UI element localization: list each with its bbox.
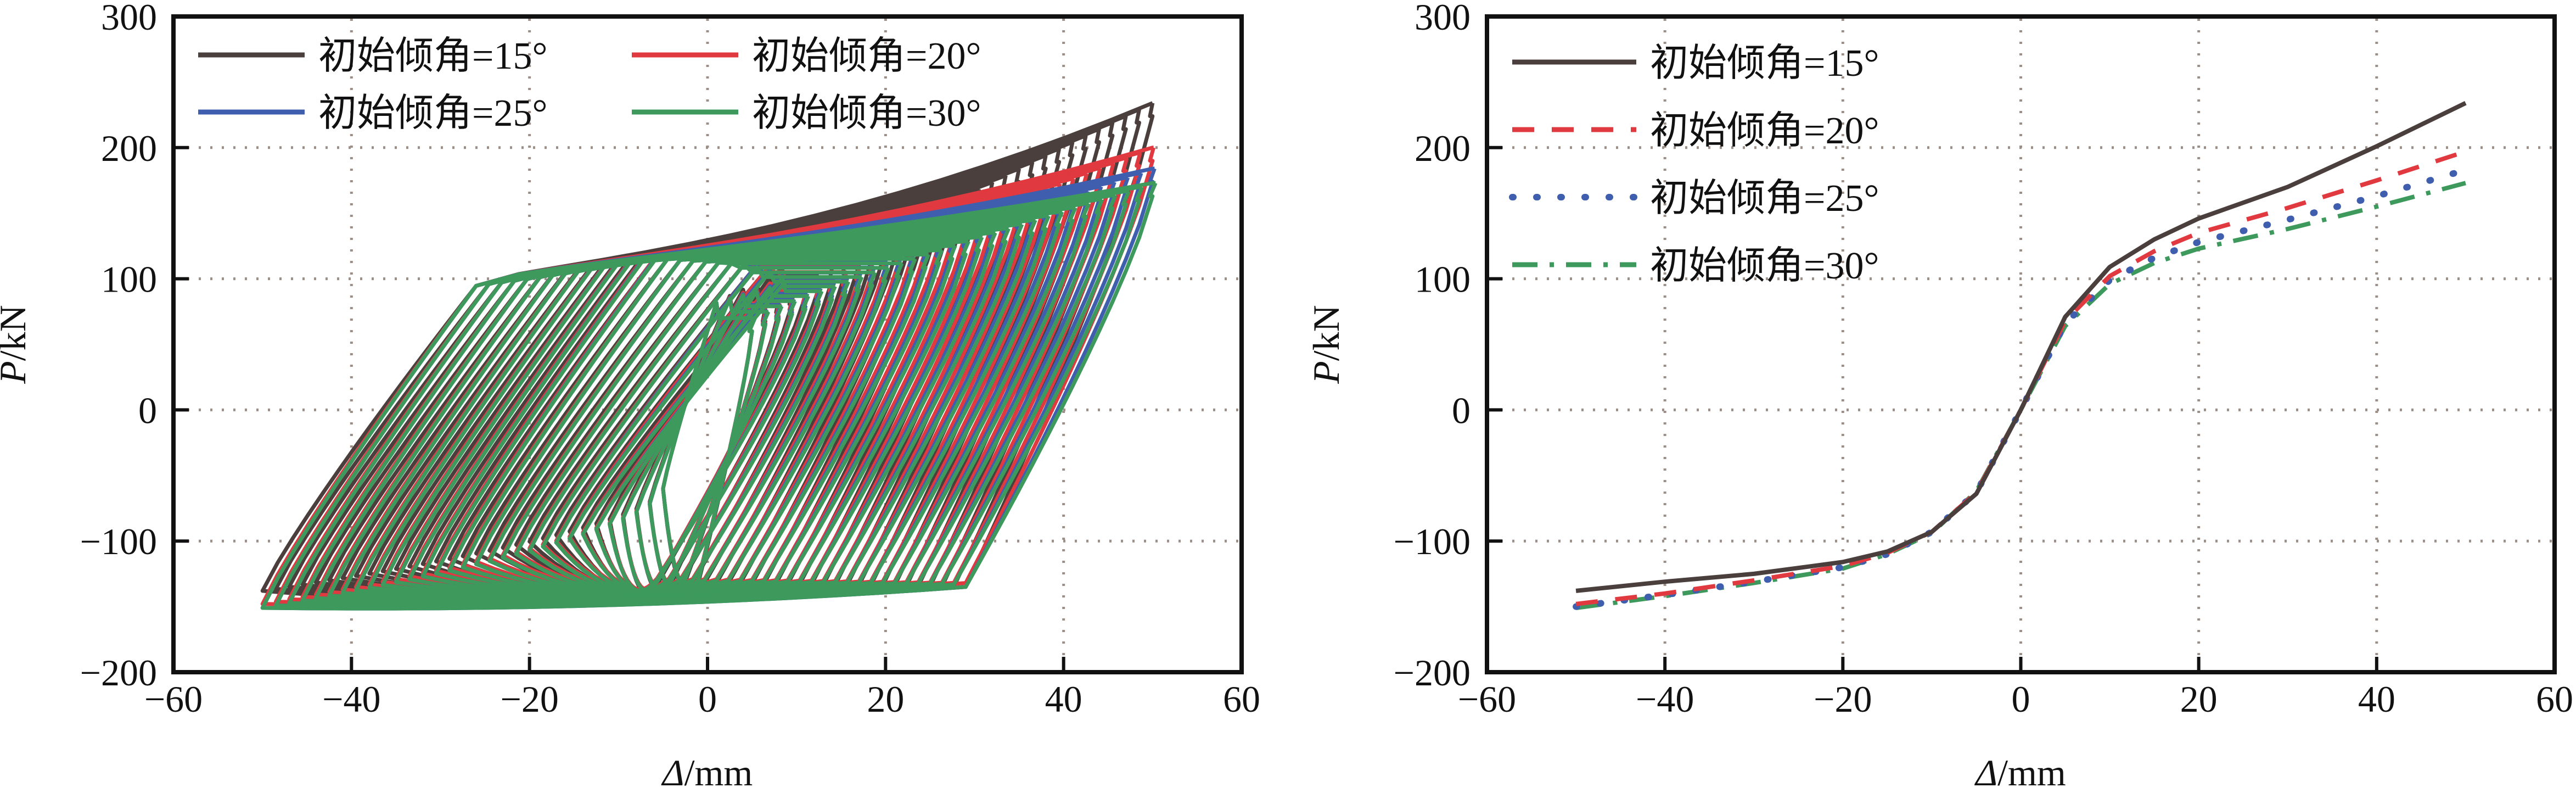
x-tick-label: 0 — [698, 678, 717, 720]
legend-item: 初始倾角=15° — [198, 35, 547, 77]
x-axis-symbol: Δ — [1974, 752, 1997, 793]
x-tick-label: 40 — [2358, 678, 2395, 720]
hysteresis-loop — [568, 270, 850, 594]
grid — [1489, 19, 2552, 670]
y-tick-label: 200 — [1415, 127, 1471, 169]
legend: 初始倾角=15° 初始倾角=20° 初始倾角=25° 初始倾角=30° — [198, 35, 981, 135]
x-tick-label: −60 — [144, 678, 203, 720]
y-tick-label: −100 — [80, 521, 157, 562]
y-tick-label: 100 — [101, 259, 157, 300]
x-tick-label: 20 — [2180, 678, 2218, 720]
x-tick-label: 60 — [1223, 678, 1260, 720]
x-tick-label: 60 — [2536, 678, 2573, 720]
hysteresis-loop — [474, 248, 944, 597]
legend-label: 初始倾角=20° — [1650, 110, 1879, 152]
x-tick-label: −40 — [322, 678, 380, 720]
x-tick-label: −40 — [1636, 678, 1694, 720]
y-axis-label: P/kN — [1305, 305, 1347, 384]
x-tick-label: 20 — [867, 678, 904, 720]
y-axis-unit: /kN — [1305, 305, 1347, 361]
chart-panel-2: −60 −40 −20 0 20 40 60−200−1000100200300Δ/mmP/… — [1305, 0, 2573, 793]
chart-panel-1: −60−40−200204060−200−1000100200300Δ/mmP/… — [0, 0, 1260, 793]
y-axis-symbol: P — [0, 361, 33, 384]
legend-label: 初始倾角=20° — [752, 35, 981, 77]
legend-item: 初始倾角=25° — [198, 92, 547, 135]
hysteresis-loop — [541, 262, 877, 595]
x-tick-label: −60 — [1458, 678, 1516, 720]
hysteresis-loop — [260, 181, 1158, 611]
legend-label: 初始倾角=25° — [1650, 177, 1879, 220]
hysteresis-loop — [581, 276, 837, 594]
y-tick-label: 200 — [101, 127, 157, 169]
x-axis-unit: /mm — [684, 752, 753, 793]
legend-item: 初始倾角=25° — [1509, 177, 1879, 220]
legend-label: 初始倾角=30° — [752, 92, 981, 135]
y-tick-label: 300 — [1415, 0, 1471, 38]
hysteresis-loop — [608, 286, 810, 593]
legend-item: 初始倾角=20° — [1512, 110, 1879, 152]
y-tick-label: 0 — [1452, 389, 1471, 431]
y-axis-unit: /kN — [0, 305, 33, 361]
hysteresis-loop — [514, 260, 904, 596]
y-tick-label: −100 — [1394, 521, 1471, 562]
legend-label: 初始倾角=15° — [1650, 42, 1879, 85]
hysteresis-loop — [594, 282, 824, 594]
y-tick-label: 300 — [101, 0, 157, 38]
series-loops-4 — [260, 181, 1158, 611]
data-layer — [1573, 101, 2469, 610]
x-tick-label: 0 — [2012, 678, 2030, 720]
legend-item: 初始倾角=30° — [1512, 245, 1879, 287]
x-tick-label: 40 — [1045, 678, 1082, 720]
series-line-1 — [1575, 101, 2467, 593]
x-tick-label: −20 — [1814, 678, 1872, 720]
hysteresis-loop — [554, 265, 864, 595]
data-layer — [260, 101, 1158, 611]
x-axis-label: Δ/mm — [1974, 752, 2066, 793]
y-axis-symbol: P — [1305, 361, 1347, 384]
x-tick-label: −20 — [500, 678, 558, 720]
legend-label: 初始倾角=15° — [318, 35, 547, 77]
y-axis-label: P/kN — [0, 305, 33, 384]
legend: 初始倾角=15° 初始倾角=20° 初始倾角=25° 初始倾角=30° — [1509, 42, 1879, 287]
legend-item: 初始倾角=20° — [632, 35, 981, 77]
legend-label: 初始倾角=30° — [1650, 245, 1879, 287]
y-tick-label: 0 — [138, 389, 157, 431]
y-tick-label: −200 — [1394, 652, 1471, 694]
y-tick-label: 100 — [1415, 259, 1471, 300]
hysteresis-loop — [527, 261, 890, 595]
legend-label: 初始倾角=25° — [318, 92, 547, 135]
legend-item: 初始倾角=30° — [632, 92, 981, 135]
x-axis-unit: /mm — [1997, 752, 2066, 793]
x-axis-label: Δ/mm — [661, 752, 753, 793]
legend-item: 初始倾角=15° — [1512, 42, 1879, 85]
y-tick-label: −200 — [80, 652, 157, 694]
x-axis-symbol: Δ — [661, 752, 684, 793]
